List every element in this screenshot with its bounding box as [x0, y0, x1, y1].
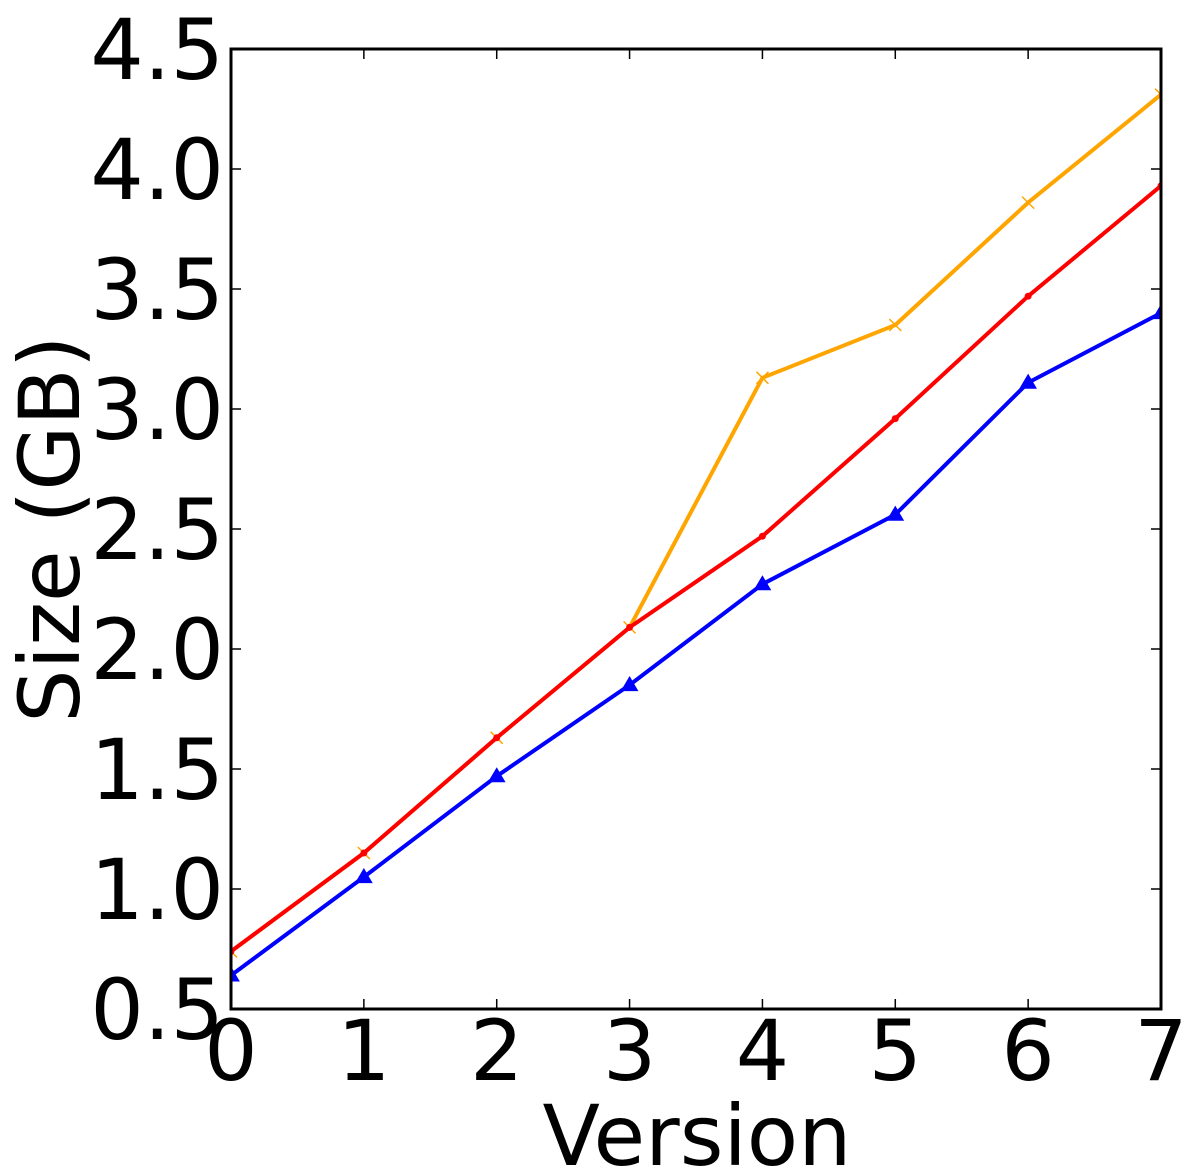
data-point	[620, 676, 639, 692]
plot-lines	[231, 88, 1161, 982]
data-point	[758, 532, 766, 540]
data-point	[354, 868, 373, 884]
x-tick-label: 2	[470, 1002, 523, 1100]
data-point	[755, 371, 769, 385]
y-tick-label: 4.0	[90, 121, 224, 219]
data-point	[891, 415, 899, 423]
data-point	[360, 849, 368, 857]
data-point	[1154, 88, 1161, 102]
data-point	[231, 966, 240, 982]
data-point	[493, 734, 501, 742]
tick-labels: 0 1 2 3 4 5 6 7 0.5 1.0 1.5 2.0 2.5 3.0 3.5 4.0 4.5	[90, 1, 1187, 1100]
series-line-2	[231, 311, 1161, 978]
x-tick-label: 1	[337, 1002, 390, 1100]
data-point	[1021, 196, 1035, 210]
plot-frame	[229, 47, 1163, 1011]
y-tick-label: 3.5	[90, 241, 224, 339]
axis-ticks	[230, 48, 1162, 1010]
x-tick-label: 5	[869, 1002, 922, 1100]
y-tick-label: 3.0	[90, 361, 224, 459]
x-tick-label: 7	[1134, 1002, 1187, 1100]
x-tick-label: 4	[736, 1002, 789, 1100]
y-tick-label: 2.5	[90, 481, 224, 579]
y-axis-title: Size (GB)	[1, 335, 99, 722]
x-tick-label: 6	[1001, 1002, 1054, 1100]
x-tick-label: 3	[603, 1002, 656, 1100]
data-point	[1152, 304, 1161, 320]
axes-frame	[229, 47, 1163, 1011]
x-axis-title: Version	[543, 1087, 852, 1172]
series-line-1	[231, 184, 1161, 954]
y-tick-label: 1.0	[90, 841, 224, 939]
y-tick-label: 4.5	[90, 1, 224, 99]
data-point	[487, 767, 506, 783]
y-tick-label: 1.5	[90, 721, 224, 819]
y-tick-label: 0.5	[90, 961, 224, 1059]
data-point	[626, 623, 634, 631]
y-tick-label: 2.0	[90, 601, 224, 699]
series-line-0	[231, 93, 1161, 954]
data-point	[1019, 373, 1038, 389]
data-point	[886, 505, 905, 521]
data-point	[1024, 292, 1032, 300]
data-point	[888, 318, 902, 332]
data-point	[753, 575, 772, 591]
x-tick-label: 0	[204, 1002, 257, 1100]
